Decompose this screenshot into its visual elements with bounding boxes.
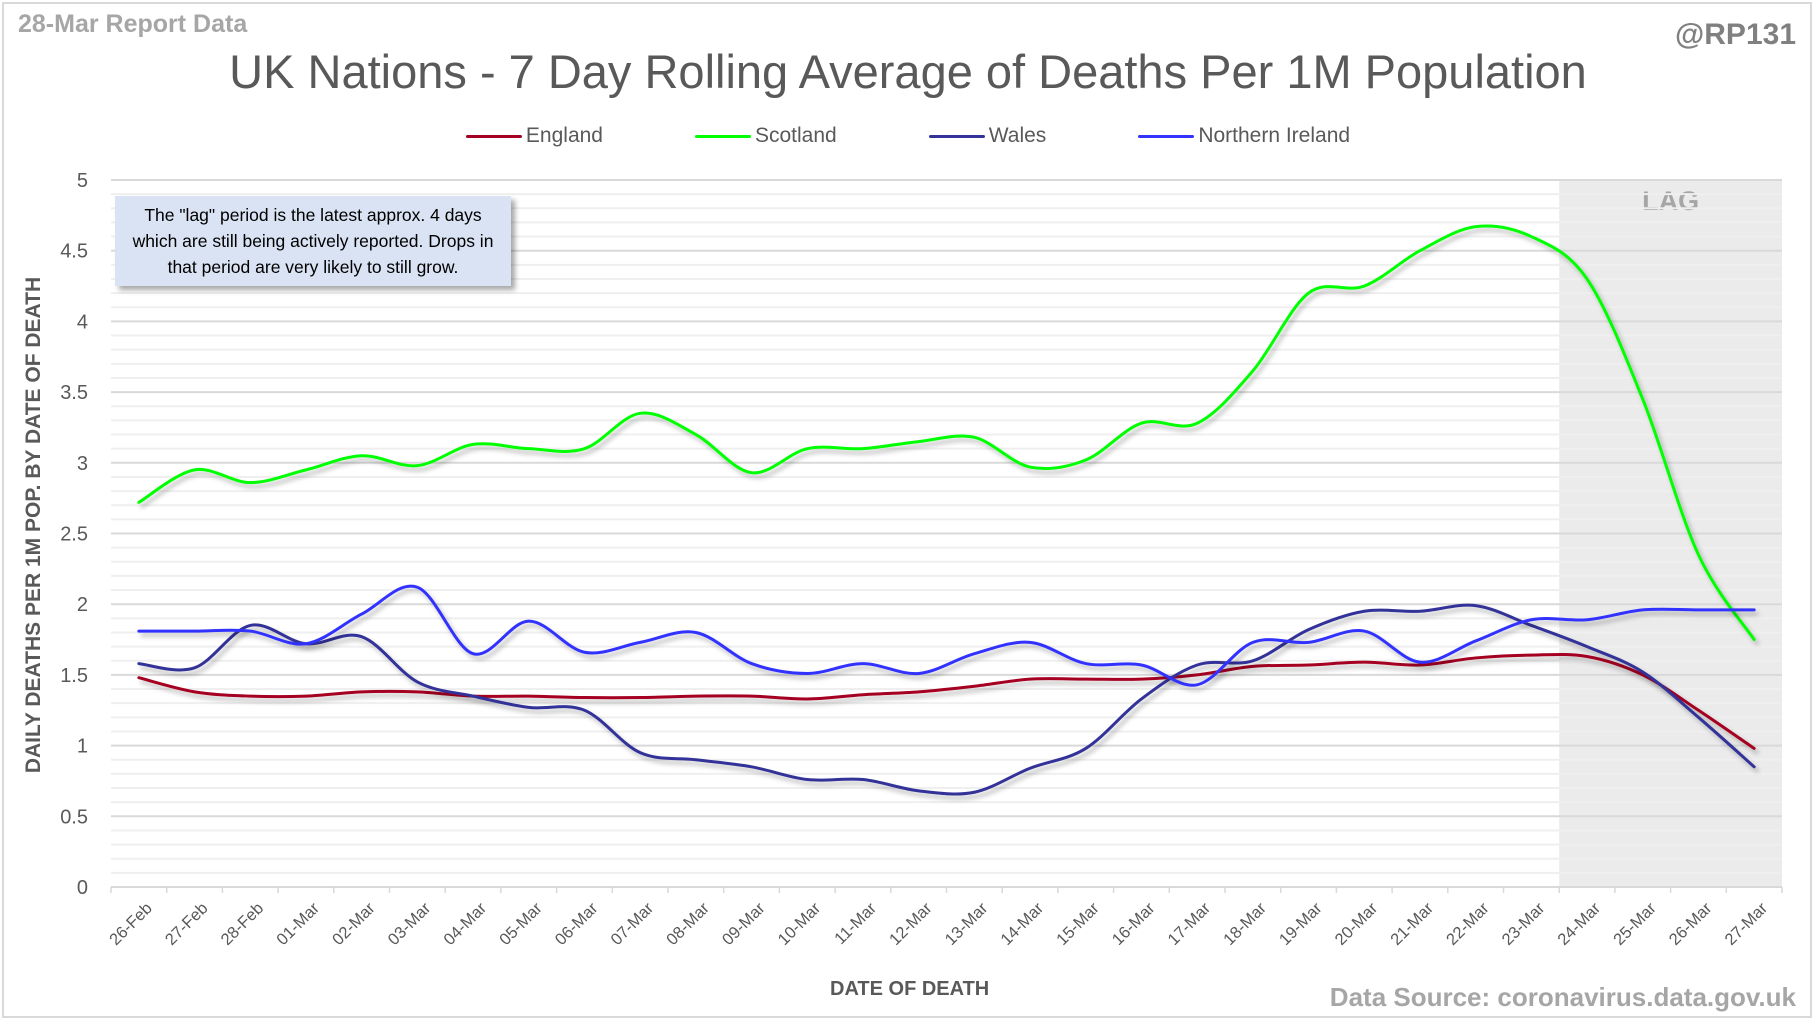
x-tick-label: 05-Mar xyxy=(496,899,546,949)
x-tick-label: 07-Mar xyxy=(607,899,657,949)
series-line-northern-ireland xyxy=(137,584,1756,687)
author-handle: @RP131 xyxy=(1675,18,1796,51)
legend-item-england[interactable]: England xyxy=(465,124,603,148)
x-tick-label: 27-Feb xyxy=(162,899,212,949)
x-tick-label: 26-Mar xyxy=(1666,899,1716,949)
legend-label-wales: Wales xyxy=(988,124,1047,147)
y-tick-label: 2 xyxy=(77,594,88,616)
x-tick-label: 15-Mar xyxy=(1053,899,1103,949)
lag-explanation-note: The "lag" period is the latest approx. 4… xyxy=(115,196,511,286)
x-tick-label: 09-Mar xyxy=(719,899,769,949)
y-tick-label: 1.5 xyxy=(60,665,88,687)
x-tick-label: 26-Feb xyxy=(106,899,156,949)
y-tick-label: 2.5 xyxy=(60,524,88,546)
x-tick-label: 06-Mar xyxy=(552,899,602,949)
x-tick-label: 10-Mar xyxy=(775,899,825,949)
chart-title: UK Nations - 7 Day Rolling Average of De… xyxy=(229,45,1587,98)
x-tick-label: 22-Mar xyxy=(1443,899,1493,949)
legend-swatch-northern-ireland xyxy=(1138,134,1195,138)
x-tick-label: 19-Mar xyxy=(1276,899,1326,949)
x-tick-label: 12-Mar xyxy=(886,899,936,949)
data-source-label: Data Source: coronavirus.data.gov.uk xyxy=(1329,982,1796,1012)
x-tick-label: 17-Mar xyxy=(1164,899,1214,949)
gridlines xyxy=(111,179,1782,874)
legend-item-northern-ireland[interactable]: Northern Ireland xyxy=(1138,124,1350,148)
legend-item-wales[interactable]: Wales xyxy=(928,124,1047,148)
lag-label: LAG xyxy=(1642,186,1699,216)
x-tick-label: 02-Mar xyxy=(329,899,379,949)
y-tick-label: 3.5 xyxy=(60,382,88,404)
legend-item-scotland[interactable]: Scotland xyxy=(695,124,837,148)
x-tick-label: 04-Mar xyxy=(440,899,490,949)
y-tick-label: 4 xyxy=(77,311,88,333)
y-tick-label: 0.5 xyxy=(60,806,88,828)
legend-label-scotland: Scotland xyxy=(755,124,837,147)
y-tick-label: 5 xyxy=(77,170,88,192)
x-tick-label: 20-Mar xyxy=(1332,899,1382,949)
x-tick-label: 16-Mar xyxy=(1109,899,1159,949)
x-tick-label: 25-Mar xyxy=(1610,899,1660,949)
x-tick-label: 27-Mar xyxy=(1721,899,1771,949)
x-tick-label: 13-Mar xyxy=(942,899,992,949)
series-lines xyxy=(137,224,1756,796)
y-tick-label: 4.5 xyxy=(60,241,88,263)
y-tick-label: 1 xyxy=(77,736,88,758)
x-tick-label: 11-Mar xyxy=(831,899,880,948)
y-axis-ticks: 0 0.5 1 1.5 2 2.5 3 3.5 4 4.5 5 xyxy=(60,170,88,899)
series-line-wales xyxy=(137,603,1756,796)
y-tick-label: 3 xyxy=(77,453,88,475)
legend-swatch-england xyxy=(465,134,522,138)
x-tick-label: 14-Mar xyxy=(997,899,1047,949)
y-axis-title: DAILY DEATHS PER 1M POP. BY DATE OF DEAT… xyxy=(22,276,45,774)
x-tick-label: 03-Mar xyxy=(385,899,435,949)
report-date-label: 28-Mar Report Data xyxy=(18,10,248,38)
x-tick-label: 21-Mar xyxy=(1387,899,1437,949)
legend: England Scotland Wales Northern Ireland xyxy=(0,124,1816,148)
x-tick-label: 08-Mar xyxy=(663,899,713,949)
x-tick-label: 24-Mar xyxy=(1554,899,1604,949)
legend-label-england: England xyxy=(525,124,603,147)
x-axis xyxy=(110,886,1783,893)
legend-swatch-scotland xyxy=(695,134,751,138)
x-tick-label: 23-Mar xyxy=(1499,899,1549,949)
x-tick-label: 28-Feb xyxy=(218,899,268,949)
x-axis-ticks: 26-Feb 27-Feb 28-Feb 01-Mar 02-Mar 03-Mar 04-M… xyxy=(106,899,1771,949)
y-tick-label: 0 xyxy=(77,877,88,899)
legend-swatch-wales xyxy=(928,134,985,138)
legend-label-northern-ireland: Northern Ireland xyxy=(1198,124,1351,147)
series-line-scotland xyxy=(137,224,1756,642)
x-tick-label: 18-Mar xyxy=(1220,899,1270,949)
series-line-england xyxy=(137,652,1756,750)
x-tick-label: 01-Mar xyxy=(273,899,323,949)
x-axis-title: DATE OF DEATH xyxy=(830,978,990,1000)
